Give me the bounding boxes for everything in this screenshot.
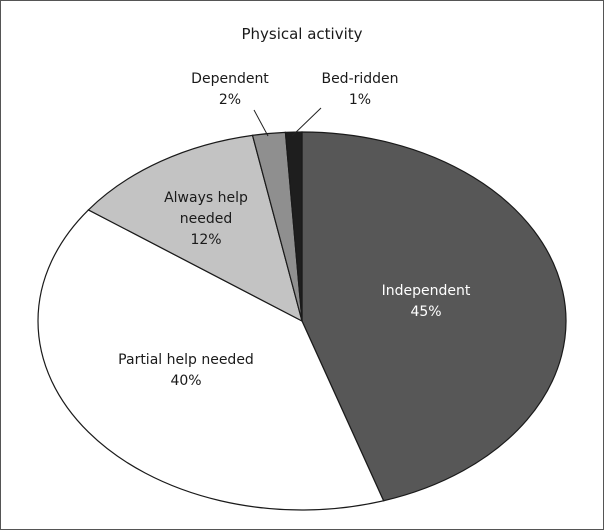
leader-line-bed-ridden (291, 107, 322, 137)
slice-value-label: 12% (190, 232, 221, 248)
leader-lines (253, 107, 322, 137)
slice-value-label: 1% (349, 92, 371, 108)
pie-slice-always-help-needed (87, 134, 303, 323)
slice-value-label: 45% (410, 304, 441, 320)
slice-value-label: 40% (170, 373, 201, 389)
pie-slices (37, 131, 567, 511)
pie-slice-bed-ridden (284, 131, 303, 322)
slice-label-partial-help-needed: Partial help needed 40% (118, 352, 254, 389)
slice-name-label: needed (180, 211, 233, 227)
slice-name-label: Always help (164, 190, 248, 206)
chart-title: Physical activity (241, 25, 362, 43)
slice-label-independent: Independent 45% (382, 283, 471, 320)
pie-slice-partial-help-needed (37, 209, 385, 511)
slice-label-dependent: Dependent 2% (191, 71, 269, 108)
slice-label-bed-ridden: Bed-ridden 1% (321, 71, 398, 108)
slice-name-label: Bed-ridden (321, 71, 398, 87)
slice-labels: Independent 45% Partial help needed 40% Alwa… (118, 71, 471, 389)
leader-line-dependent (253, 109, 269, 137)
slice-name-label: Independent (382, 283, 471, 299)
slice-value-label: 2% (219, 92, 241, 108)
slice-name-label: Dependent (191, 71, 269, 87)
slice-label-always-help-needed: Always help needed 12% (164, 190, 248, 248)
slice-name-label: Partial help needed (118, 352, 254, 368)
pie-slice-independent (301, 131, 567, 502)
